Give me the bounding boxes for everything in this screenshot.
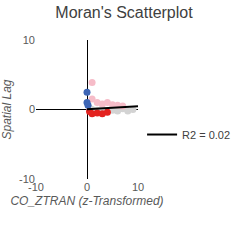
svg-text:0: 0 xyxy=(29,103,35,115)
svg-text:0: 0 xyxy=(84,181,90,193)
svg-text:CO_ZTRAN (z-Transformed): CO_ZTRAN (z-Transformed) xyxy=(10,194,163,208)
svg-text:Spatial Lag: Spatial Lag xyxy=(0,79,14,139)
svg-text:R2 = 0.02: R2 = 0.02 xyxy=(182,129,230,141)
svg-text:Moran's Scatterplot: Moran's Scatterplot xyxy=(55,4,193,21)
svg-text:10: 10 xyxy=(23,34,35,46)
svg-text:-10: -10 xyxy=(19,173,35,185)
svg-text:-10: -10 xyxy=(28,181,44,193)
svg-text:10: 10 xyxy=(132,181,144,193)
